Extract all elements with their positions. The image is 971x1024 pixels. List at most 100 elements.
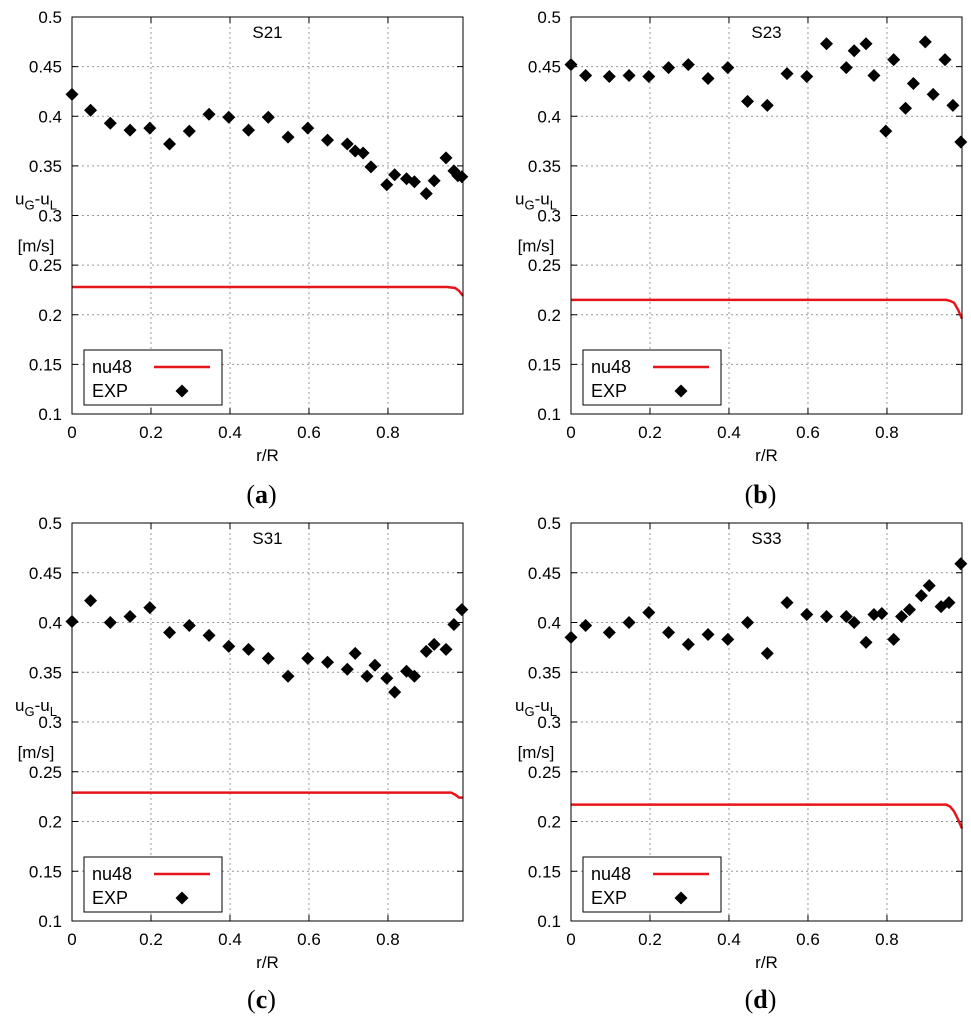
x-tick-label: 0.2 — [139, 930, 163, 949]
data-point — [887, 53, 901, 67]
series-line-nu48 — [72, 791, 463, 799]
x-tick-label: 0.6 — [297, 423, 321, 442]
data-point — [662, 61, 676, 75]
y-tick-label: 0.45 — [528, 564, 561, 583]
data-point — [887, 632, 901, 646]
data-point — [622, 69, 636, 83]
y-tick-label: 0.3 — [537, 713, 561, 732]
data-point — [388, 685, 402, 699]
x-tick-label: 0.8 — [376, 930, 400, 949]
data-point — [780, 596, 794, 610]
caption-paren: ( — [247, 985, 256, 1014]
y-axis-unit: [m/s] — [18, 236, 55, 255]
y-axis-label: uG-uL — [515, 696, 557, 719]
data-point — [942, 596, 956, 610]
data-point — [103, 616, 117, 629]
y-tick-label: 0.25 — [29, 763, 62, 782]
y-axis-label-part: G — [524, 704, 534, 719]
plot-frame — [570, 522, 963, 922]
y-tick-label: 0.1 — [537, 912, 561, 931]
y-axis-label-part: G — [524, 198, 534, 213]
plot-frame — [71, 16, 464, 415]
panel-caption: (d) — [745, 985, 777, 1014]
series-line-nu48 — [72, 285, 464, 297]
x-tick-label: 0.2 — [638, 423, 662, 442]
data-point — [780, 67, 794, 81]
y-tick-label: 0.4 — [38, 107, 62, 126]
data-point — [622, 616, 636, 629]
data-point — [602, 625, 616, 639]
data-point — [447, 617, 461, 631]
data-point — [879, 124, 893, 138]
data-point — [642, 70, 656, 84]
y-axis-label: uG-uL — [515, 190, 557, 213]
x-tick-label: 0.4 — [218, 930, 242, 949]
caption-paren: ) — [267, 985, 276, 1014]
data-point — [867, 608, 881, 622]
y-axis-label-part: u — [15, 190, 24, 209]
y-tick-label: 0.35 — [29, 157, 62, 176]
data-point — [839, 61, 853, 75]
legend-label: EXP — [591, 888, 627, 908]
x-tick-label: 0 — [566, 423, 575, 442]
x-axis-label: r/R — [256, 446, 279, 465]
y-axis-label: uG-uL — [15, 696, 57, 719]
data-point — [681, 58, 695, 72]
legend-label: nu48 — [591, 357, 631, 377]
x-tick-label: 0 — [566, 930, 575, 949]
data-point — [419, 187, 433, 201]
data-point — [455, 603, 469, 617]
data-point — [820, 610, 834, 624]
y-axis-label-part: L — [50, 198, 57, 213]
x-tick-label: 0.4 — [218, 423, 242, 442]
data-point — [820, 37, 834, 51]
chart-title: S31 — [252, 529, 282, 548]
x-tick-label: 0.4 — [717, 930, 741, 949]
y-axis-label-part: u — [515, 190, 524, 209]
legend-label: EXP — [92, 381, 128, 401]
data-point — [602, 70, 616, 84]
data-point — [847, 616, 861, 629]
x-tick-label: 0.2 — [139, 423, 163, 442]
chart-title: S33 — [751, 529, 781, 548]
y-tick-label: 0.5 — [537, 8, 561, 27]
data-point — [242, 123, 256, 137]
data-point — [427, 174, 441, 188]
y-tick-label: 0.15 — [29, 862, 62, 881]
legend-marker-swatch — [175, 891, 189, 905]
data-point — [926, 87, 940, 101]
data-point — [701, 627, 715, 641]
x-axis-label: r/R — [755, 953, 778, 972]
y-axis-label-part: -u — [535, 696, 550, 715]
data-point — [202, 628, 216, 642]
plot-frame — [71, 522, 464, 922]
data-point — [242, 642, 256, 656]
data-point — [662, 625, 676, 639]
data-point — [579, 69, 593, 83]
data-point — [922, 579, 936, 593]
data-point — [281, 130, 295, 144]
data-point — [182, 124, 196, 138]
data-point — [143, 601, 157, 615]
data-point — [721, 632, 735, 646]
data-point — [301, 651, 315, 665]
caption-letter: b — [753, 480, 767, 509]
data-point — [800, 608, 814, 622]
data-point — [380, 671, 394, 685]
legend-marker-swatch — [674, 384, 688, 398]
data-point — [918, 35, 932, 49]
y-axis-label-part: u — [515, 696, 524, 715]
data-point — [906, 76, 920, 90]
y-tick-label: 0.35 — [528, 157, 561, 176]
data-point — [701, 72, 715, 86]
legend-marker-swatch — [175, 384, 189, 398]
panel-caption: (a) — [246, 480, 276, 509]
data-point — [182, 618, 196, 632]
data-point — [407, 669, 421, 683]
caption-paren: ) — [768, 985, 777, 1014]
y-tick-label: 0.2 — [537, 306, 561, 325]
y-tick-label: 0.15 — [29, 355, 62, 374]
y-axis-label-part: -u — [535, 190, 550, 209]
data-point — [321, 655, 335, 669]
y-tick-label: 0.5 — [537, 514, 561, 533]
